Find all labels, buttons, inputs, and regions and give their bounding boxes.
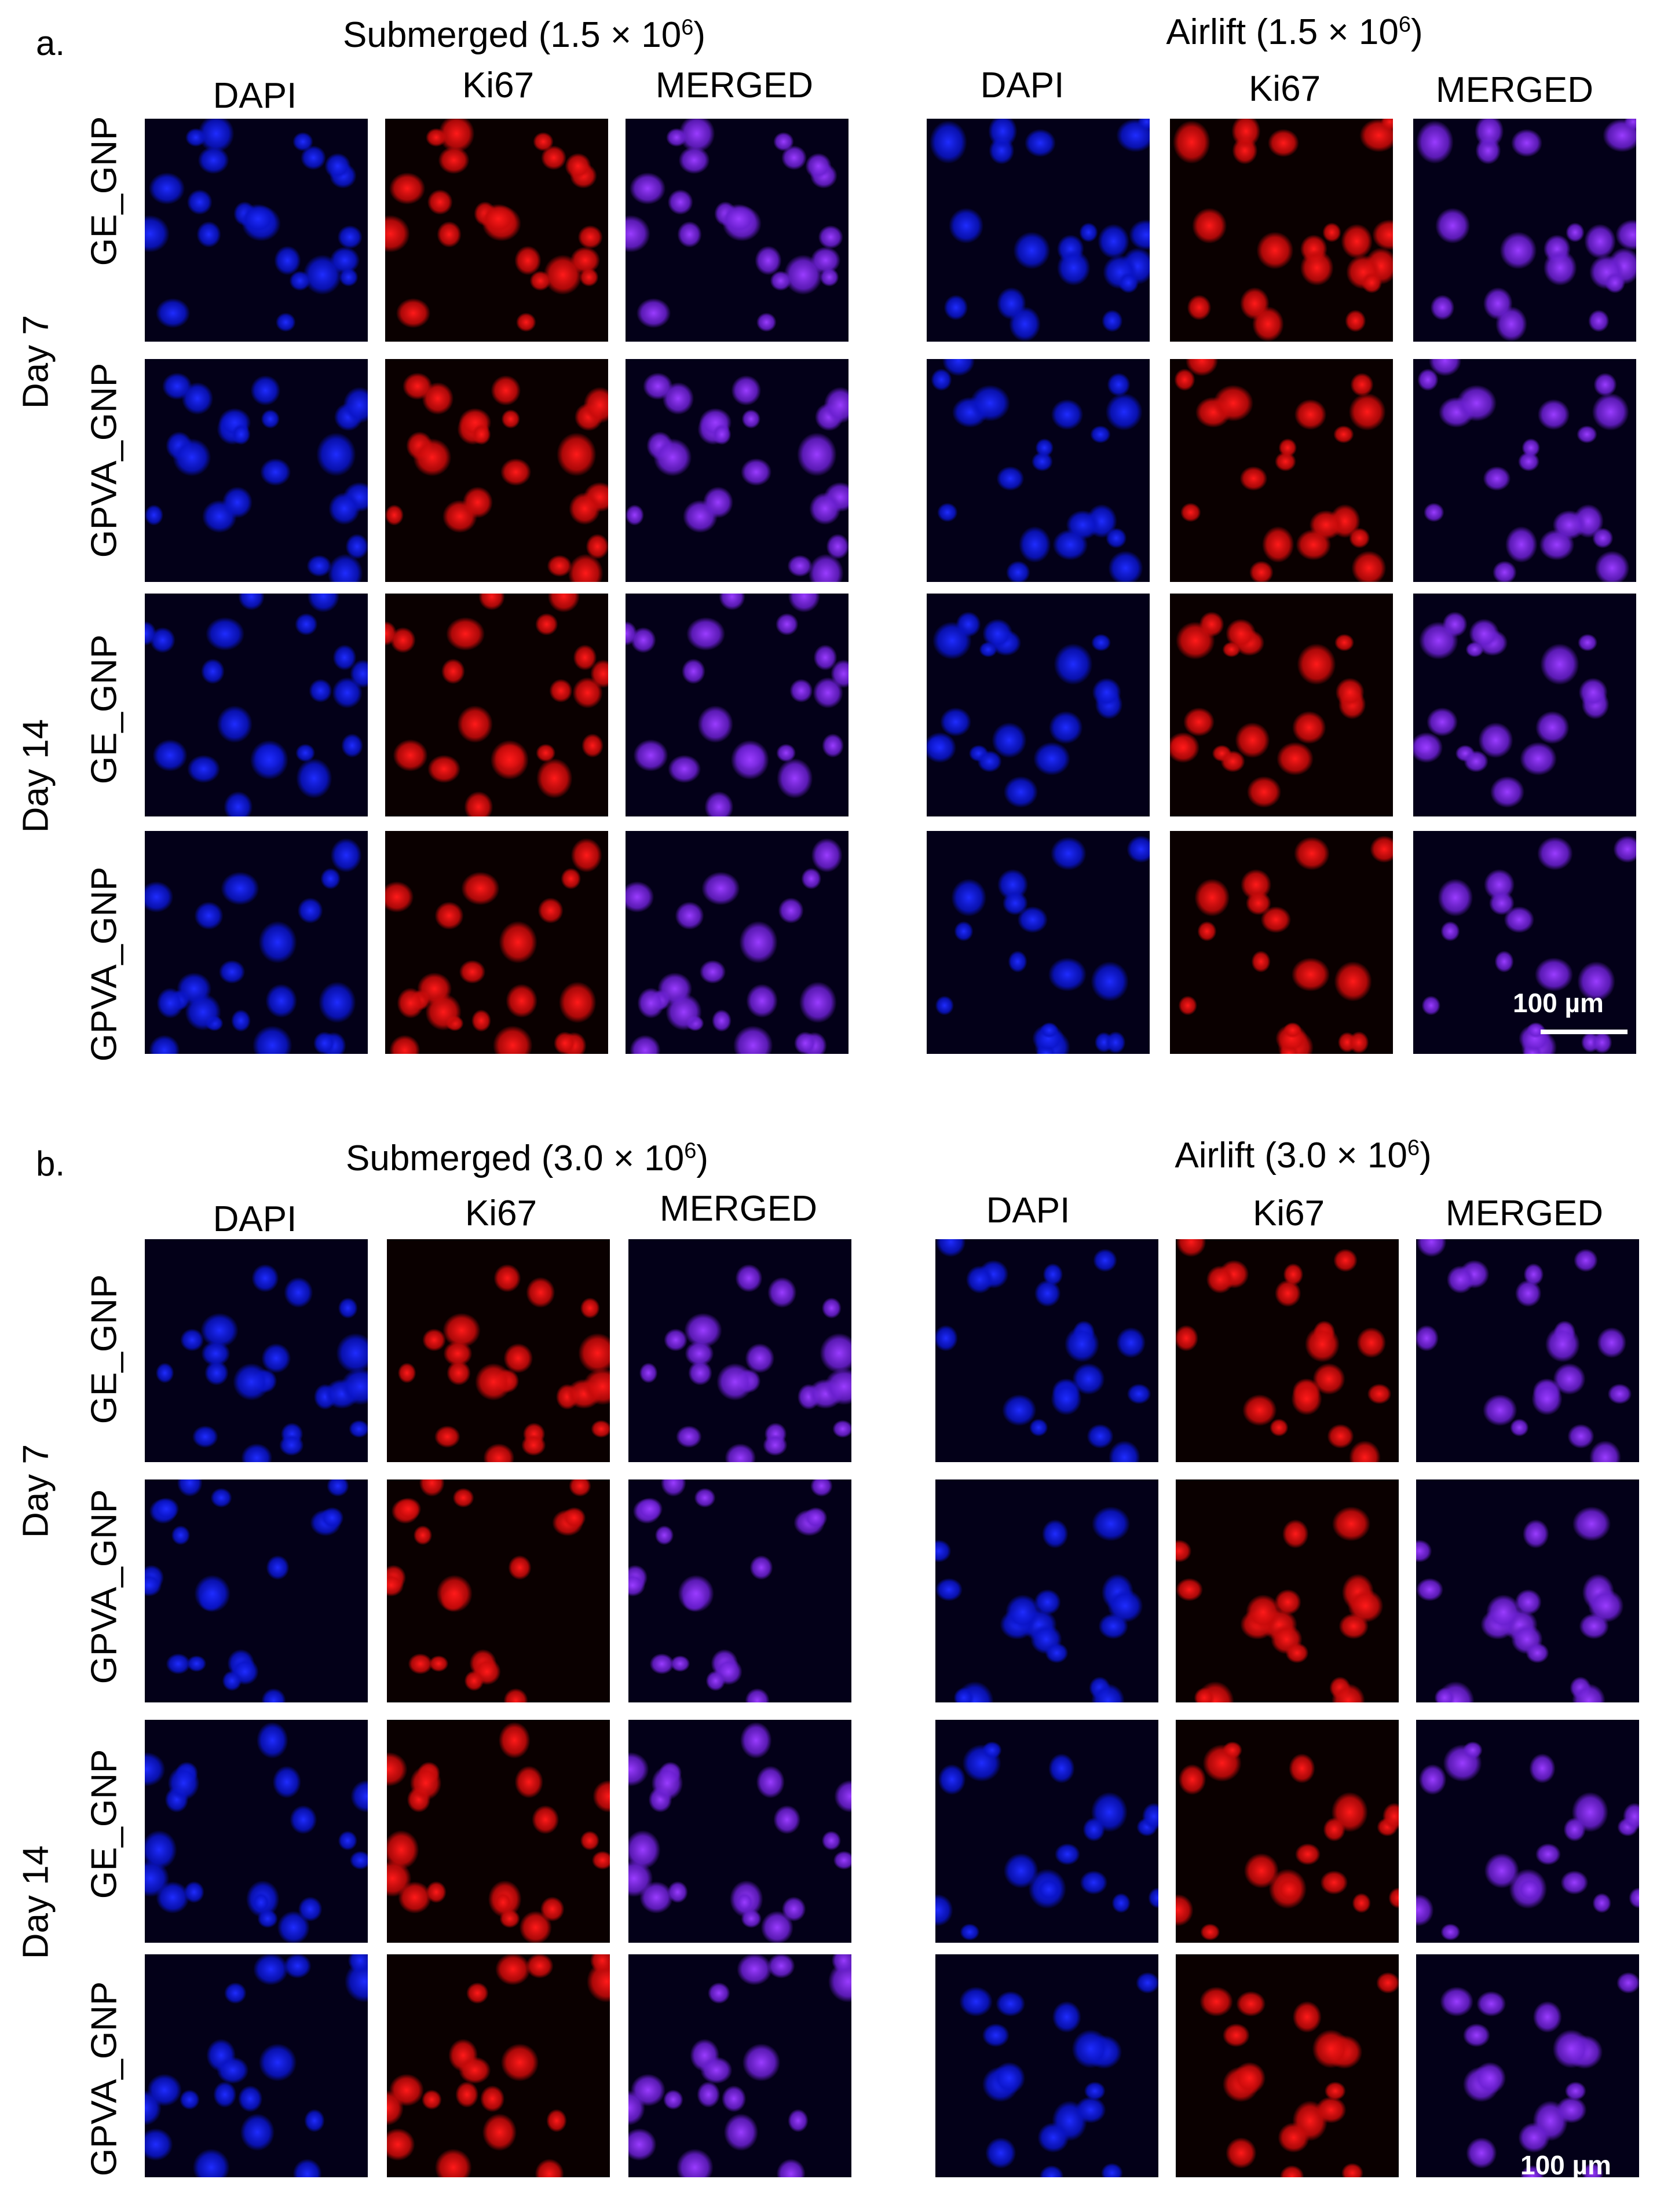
column-header-merged: MERGED	[655, 65, 814, 105]
column-header-ki67: Ki67	[1248, 69, 1321, 109]
group-title-close: )	[693, 15, 706, 55]
column-header-dapi: DAPI	[980, 65, 1065, 105]
scale-bar	[1541, 2191, 1628, 2196]
micrograph-ki67	[387, 1239, 610, 1462]
micrograph-ki67	[1176, 1479, 1399, 1702]
row-label-ge-gnp: GE_GNP	[84, 1274, 125, 1424]
group-title-b-submerged: Submerged (3.0 × 106)	[346, 1138, 708, 1179]
micrograph-dapi	[145, 1239, 368, 1462]
scale-bar-label: 100 µm	[1520, 2150, 1611, 2180]
group-title-exponent: 6	[1407, 1136, 1420, 1160]
scale-bar-label: 100 µm	[1513, 988, 1604, 1018]
micrograph-merged	[1413, 594, 1636, 816]
column-header-dapi: DAPI	[213, 1199, 297, 1239]
micrograph-ki67	[387, 1954, 610, 2177]
micrograph-ki67	[1176, 1954, 1399, 2177]
micrograph-merged	[628, 1720, 851, 1943]
micrograph-merged	[1416, 1720, 1639, 1943]
column-header-merged: MERGED	[659, 1189, 818, 1229]
micrograph-ki67	[1176, 1720, 1399, 1943]
micrograph-merged	[1416, 1479, 1639, 1702]
panel-letter-b: b.	[36, 1144, 65, 1183]
micrograph-ki67	[387, 1479, 610, 1702]
row-label-gpva-gnp: GPVA_GNP	[84, 1489, 125, 1684]
micrograph-dapi	[935, 1479, 1158, 1702]
micrograph-ki67	[1170, 119, 1393, 342]
micrograph-dapi	[935, 1720, 1158, 1943]
micrograph-ki67	[385, 359, 608, 582]
micrograph-ki67	[1170, 359, 1393, 582]
day-label-14: Day 14	[16, 1845, 56, 1960]
row-label-gpva-gnp: GPVA_GNP	[84, 866, 125, 1062]
micrograph-merged	[628, 1954, 851, 2177]
micrograph-dapi	[935, 1954, 1158, 2177]
micrograph-merged	[1416, 1954, 1639, 2177]
row-label-gpva-gnp: GPVA_GNP	[84, 362, 125, 558]
micrograph-merged	[628, 1239, 851, 1462]
micrograph-dapi	[145, 1954, 368, 2177]
micrograph-ki67	[385, 594, 608, 816]
scale-bar	[1541, 1030, 1628, 1034]
micrograph-merged	[626, 831, 849, 1054]
group-title-text: Airlift (1.5 × 10	[1166, 12, 1399, 52]
column-header-ki67: Ki67	[465, 1193, 537, 1233]
micrograph-dapi	[927, 119, 1150, 342]
column-header-merged: MERGED	[1435, 70, 1594, 110]
micrograph-dapi	[935, 1239, 1158, 1462]
group-title-a-submerged: Submerged (1.5 × 106)	[343, 14, 705, 56]
micrograph-ki67	[387, 1720, 610, 1943]
micrograph-dapi	[145, 831, 368, 1054]
group-title-text: Submerged (1.5 × 10	[342, 15, 682, 55]
group-title-a-airlift: Airlift (1.5 × 106)	[1166, 12, 1422, 53]
group-title-exponent: 6	[681, 15, 694, 40]
micrograph-dapi	[927, 359, 1150, 582]
day-label-7: Day 7	[16, 1444, 56, 1538]
row-label-gpva-gnp: GPVA_GNP	[84, 1981, 125, 2177]
group-title-close: )	[696, 1138, 709, 1178]
group-title-close: )	[1410, 12, 1423, 52]
micrograph-merged	[626, 594, 849, 816]
column-header-ki67: Ki67	[462, 65, 535, 105]
row-label-ge-gnp: GE_GNP	[84, 634, 125, 785]
micrograph-merged	[626, 359, 849, 582]
row-label-ge-gnp: GE_GNP	[84, 116, 125, 266]
micrograph-ki67	[1170, 594, 1393, 816]
micrograph-dapi	[145, 1720, 368, 1943]
micrograph-dapi	[927, 594, 1150, 816]
group-title-b-airlift: Airlift (3.0 × 106)	[1175, 1135, 1431, 1176]
micrograph-dapi	[145, 594, 368, 816]
row-label-ge-gnp: GE_GNP	[84, 1749, 125, 1899]
column-header-merged: MERGED	[1445, 1193, 1604, 1233]
column-header-ki67: Ki67	[1252, 1193, 1325, 1233]
micrograph-ki67	[385, 831, 608, 1054]
micrograph-ki67	[1176, 1239, 1399, 1462]
group-title-exponent: 6	[1398, 12, 1411, 37]
micrograph-ki67	[1170, 831, 1393, 1054]
micrograph-merged	[1413, 119, 1636, 342]
micrograph-merged	[628, 1479, 851, 1702]
group-title-close: )	[1419, 1136, 1432, 1175]
micrograph-dapi	[927, 831, 1150, 1054]
column-header-dapi: DAPI	[986, 1191, 1070, 1230]
micrograph-merged	[1413, 831, 1636, 1054]
group-title-exponent: 6	[684, 1138, 697, 1163]
micrograph-dapi	[145, 359, 368, 582]
micrograph-dapi	[145, 119, 368, 342]
day-label-14: Day 14	[16, 719, 56, 833]
column-header-dapi: DAPI	[213, 76, 297, 116]
micrograph-merged	[1413, 359, 1636, 582]
panel-letter-a: a.	[36, 24, 65, 63]
day-label-7: Day 7	[16, 315, 56, 409]
micrograph-merged	[1416, 1239, 1639, 1462]
group-title-text: Submerged (3.0 × 10	[345, 1138, 685, 1178]
micrograph-ki67	[385, 119, 608, 342]
micrograph-dapi	[145, 1479, 368, 1702]
group-title-text: Airlift (3.0 × 10	[1175, 1136, 1407, 1175]
micrograph-merged	[626, 119, 849, 342]
